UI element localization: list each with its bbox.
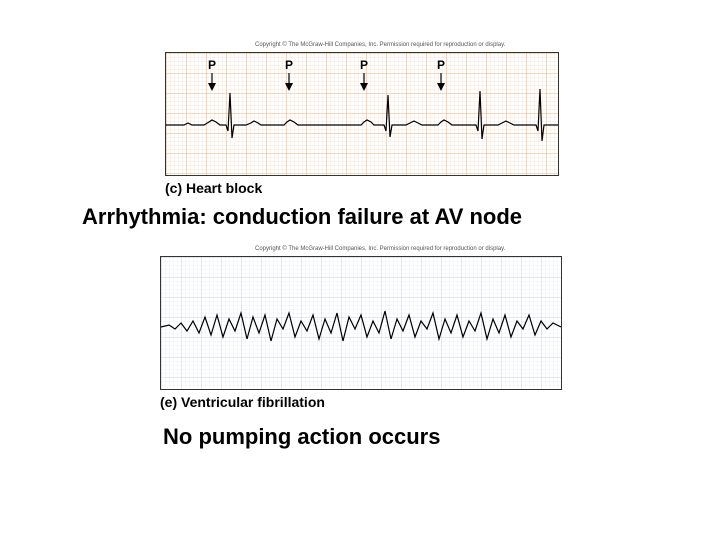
chart-heart-block: P P P P [165,52,559,176]
caption-vfib: (e) Ventricular fibrillation [160,394,325,410]
ecg-vfib [161,257,561,389]
slide: Copyright © The McGraw-Hill Companies, I… [0,0,720,540]
svg-text:P: P [285,58,293,72]
svg-text:P: P [437,58,445,72]
copyright-1: Copyright © The McGraw-Hill Companies, I… [255,42,505,48]
svg-text:P: P [208,58,216,72]
ecg-heart-block: P P P P [166,53,558,175]
label-arrhythmia: Arrhythmia: conduction failure at AV nod… [82,204,522,230]
svg-text:P: P [360,58,368,72]
caption-heart-block: (c) Heart block [165,180,262,196]
chart-vfib [160,256,562,390]
copyright-2: Copyright © The McGraw-Hill Companies, I… [255,246,505,252]
label-no-pumping: No pumping action occurs [163,424,440,450]
